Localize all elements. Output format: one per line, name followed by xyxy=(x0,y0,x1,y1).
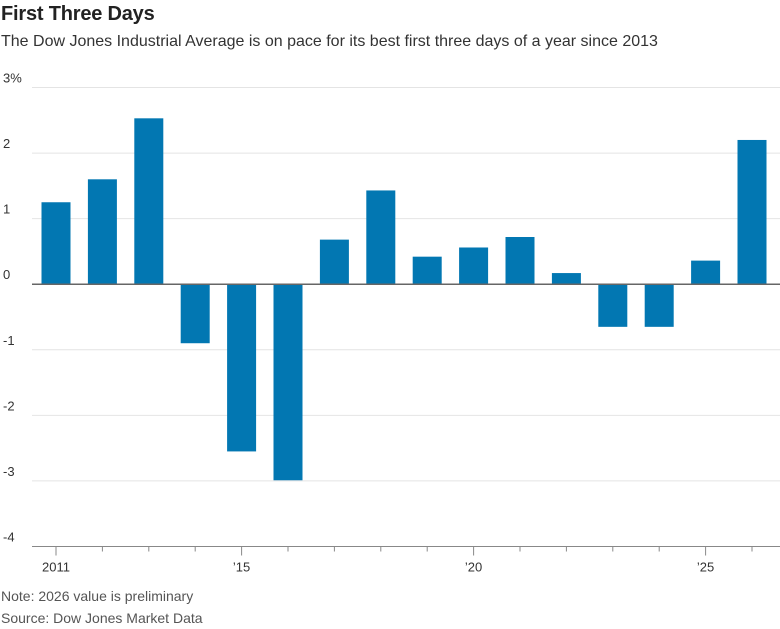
y-tick-label: -1 xyxy=(3,333,15,348)
chart-source: Source: Dow Jones Market Data xyxy=(1,610,203,626)
bar-2019 xyxy=(412,256,442,285)
bar-2021 xyxy=(505,237,535,285)
bar-2024 xyxy=(644,284,674,327)
bar-2011 xyxy=(41,202,71,285)
chart-subtitle: The Dow Jones Industrial Average is on p… xyxy=(1,33,658,50)
bar-2018 xyxy=(366,190,396,285)
bars xyxy=(41,118,767,481)
axes xyxy=(32,283,780,556)
bar-2017 xyxy=(319,239,349,285)
bar-2015 xyxy=(227,284,257,452)
x-tick-label: 2011 xyxy=(42,560,70,575)
y-tick-label: 3% xyxy=(3,71,22,86)
bar-2020 xyxy=(459,247,489,285)
bar-chart: 3% 2 1 0 -1 -2 -3 -4 2011 ’15 ’20 ’25 xyxy=(3,71,780,575)
y-tick-label: 1 xyxy=(3,202,10,217)
bar-2026 xyxy=(737,139,767,285)
bar-2012 xyxy=(87,179,117,285)
y-tick-label: -4 xyxy=(3,530,15,545)
chart-note: Note: 2026 value is preliminary xyxy=(1,588,194,604)
y-tick-label: -3 xyxy=(3,464,15,479)
x-axis-labels: 2011 ’15 ’20 ’25 xyxy=(42,560,714,575)
chart-title: First Three Days xyxy=(1,3,155,25)
y-tick-label: 0 xyxy=(3,267,10,282)
x-tick-label: ’25 xyxy=(697,560,714,575)
x-tick-label: ’15 xyxy=(233,560,250,575)
y-tick-label: 2 xyxy=(3,136,10,151)
bar-2025 xyxy=(691,260,721,285)
bar-2016 xyxy=(273,284,303,481)
bar-2014 xyxy=(180,284,210,344)
bar-2013 xyxy=(134,118,164,285)
bar-2023 xyxy=(598,284,628,327)
bar-2022 xyxy=(551,273,581,285)
x-tick-label: ’20 xyxy=(465,560,482,575)
y-axis-labels: 3% 2 1 0 -1 -2 -3 -4 xyxy=(3,71,22,545)
y-tick-label: -2 xyxy=(3,398,15,413)
